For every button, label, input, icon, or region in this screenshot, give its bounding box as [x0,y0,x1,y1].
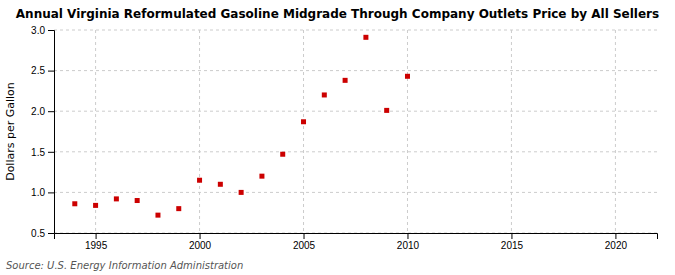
title: Annual Virginia Reformulated Gasoline Mi… [16,7,659,21]
tick: 2020 [605,233,628,251]
annotation: Source: U.S. Energy Information Administ… [6,260,243,271]
y-axis-title: Dollars per Gallon [4,82,17,181]
tick-mark [96,233,97,239]
tick-label: 1.0 [31,187,45,198]
tick-label: 2.0 [31,106,45,117]
tick-mark [48,71,54,72]
point [239,190,244,195]
tick: 2010 [397,233,420,251]
grid-line [54,70,657,71]
tick-label: 2000 [189,240,212,251]
point [343,78,348,83]
grid-line [407,30,408,233]
tick: 2.5 [31,65,54,76]
tick: 1.0 [31,187,54,198]
tick-label: 2020 [605,240,628,251]
plot: 1995 2000 2005 2010 2015 2020 0.5 1.0 1.5 2.0 2.5 3… [31,25,657,251]
point [93,203,98,208]
axis-line [55,234,658,240]
tick-label: 2.5 [31,65,45,76]
point [322,92,327,97]
tick-mark [615,233,616,239]
tick-mark [48,233,54,234]
tick-mark [48,111,54,112]
grid [54,30,657,233]
point [114,196,119,201]
tick-label: 2010 [397,240,420,251]
point [301,119,306,124]
tick: 3.0 [31,25,54,36]
tick: 1995 [85,233,108,251]
point [197,178,202,183]
tick-mark [48,152,54,153]
point [384,108,389,113]
point [405,74,410,79]
point [259,174,264,179]
grid-line [54,111,657,112]
point [135,198,140,203]
grid-line [54,151,657,152]
point [72,201,77,206]
tick: 2.0 [31,106,54,117]
tick: 1.5 [31,147,54,158]
tick: 2015 [501,233,524,251]
tick-label: 1995 [85,240,108,251]
tick-mark [200,233,201,239]
tick: 2000 [189,233,212,251]
tick: 2005 [293,233,316,251]
chart: Annual Virginia Reformulated Gasoline Mi… [0,0,675,275]
point [176,206,181,211]
tick-label: 2015 [501,240,524,251]
point [218,182,223,187]
tick-label: 2005 [293,240,316,251]
point [155,213,160,218]
grid-line [54,192,657,193]
tick-mark [511,233,512,239]
tick: 0.5 [31,228,54,239]
tick-label: 3.0 [31,25,45,36]
grid-line [54,30,657,31]
grid-line [511,30,512,233]
grid-line [303,30,304,233]
axis-line [48,31,55,234]
points [72,35,410,218]
grid-line [199,30,200,233]
tick-label: 0.5 [31,228,45,239]
tick-mark [304,233,305,239]
tick-mark [407,233,408,239]
point [280,152,285,157]
tick-mark [48,30,54,31]
x-axis: 1995 2000 2005 2010 2015 2020 [55,233,658,251]
point [363,35,368,40]
tick-label: 1.5 [31,147,45,158]
grid-line [95,30,96,233]
grid-line [615,30,616,233]
y-axis: 0.5 1.0 1.5 2.0 2.5 3.0 [31,25,54,239]
tick-mark [48,192,54,193]
